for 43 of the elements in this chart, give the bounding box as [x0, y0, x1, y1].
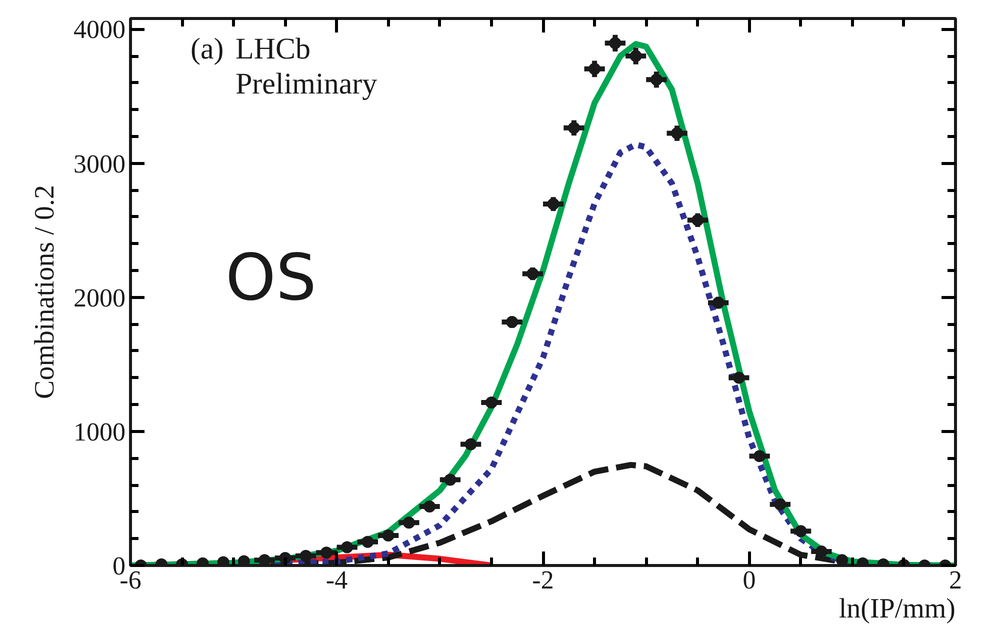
point [444, 474, 456, 486]
point [362, 536, 374, 548]
x-tick-label: 2 [949, 566, 962, 594]
point [836, 554, 848, 566]
annotation: Preliminary [236, 68, 378, 100]
point [300, 550, 312, 562]
point [238, 555, 250, 566]
point [588, 62, 601, 75]
x-tick-label: -2 [532, 566, 554, 594]
point [424, 500, 436, 512]
point [630, 50, 642, 62]
y-tick-label: 4000 [74, 15, 126, 44]
point [774, 498, 786, 510]
point [464, 438, 477, 450]
point [341, 541, 354, 554]
point [526, 268, 539, 280]
point [485, 396, 498, 408]
point [382, 529, 394, 542]
point [547, 198, 560, 210]
y-tick-label: 2000 [74, 283, 126, 312]
annotation: OS [226, 242, 316, 316]
annotation: LHCb [236, 32, 310, 66]
x-tick-label: -4 [326, 566, 348, 594]
annotation: (a) [190, 32, 224, 66]
point [609, 37, 622, 50]
x-tick-label: 0 [742, 566, 756, 594]
point [671, 127, 684, 140]
point [732, 372, 745, 384]
point [712, 296, 724, 309]
point [815, 546, 828, 558]
point [650, 74, 662, 86]
point [320, 546, 332, 559]
point [692, 214, 704, 226]
y-tick-label: 3000 [74, 149, 126, 178]
x-axis-title: ln(IP/mm) [838, 594, 956, 624]
point [568, 122, 580, 134]
y-tick-label: 1000 [74, 417, 126, 446]
point [402, 516, 415, 529]
y-axis-title: Combinations / 0.2 [30, 185, 60, 399]
point [506, 316, 518, 328]
point [258, 554, 271, 566]
point [794, 525, 807, 538]
point [754, 450, 766, 462]
